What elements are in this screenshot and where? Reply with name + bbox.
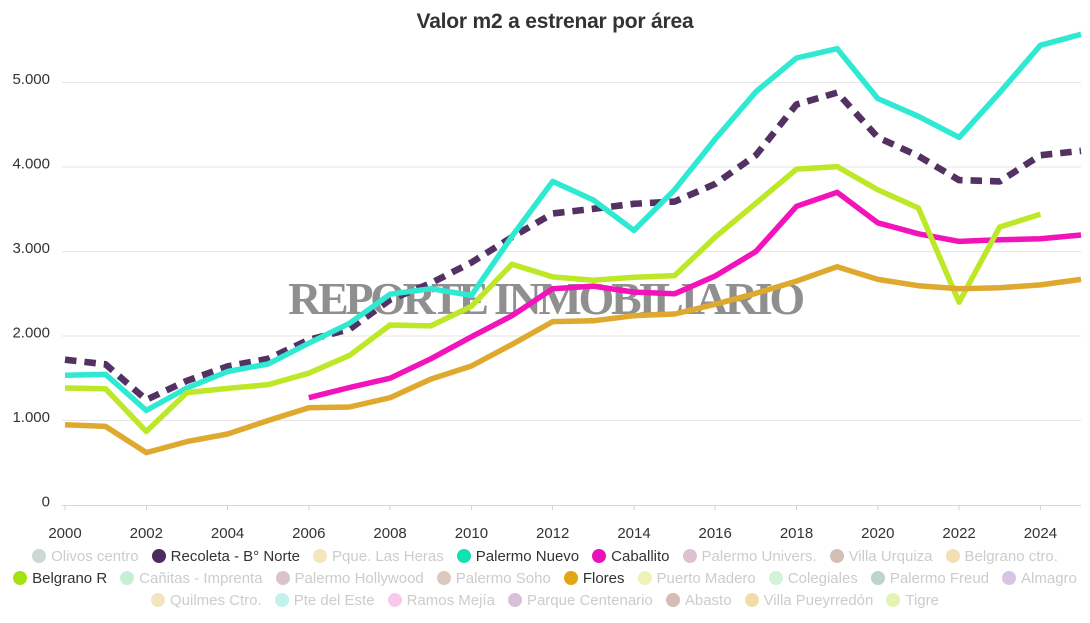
svg-text:0: 0 [42,494,50,511]
svg-text:2010: 2010 [455,525,488,542]
svg-text:2006: 2006 [292,525,325,542]
svg-text:2020: 2020 [861,525,894,542]
svg-text:1.000: 1.000 [12,409,50,426]
svg-text:REPORTE INMOBILIARIO: REPORTE INMOBILIARIO [288,273,803,324]
svg-text:2014: 2014 [617,525,650,542]
svg-text:5.000: 5.000 [12,71,50,88]
svg-text:2008: 2008 [373,525,406,542]
svg-text:2002: 2002 [130,525,163,542]
svg-text:2004: 2004 [211,525,244,542]
svg-text:4.000: 4.000 [12,156,50,173]
svg-text:2022: 2022 [942,525,975,542]
svg-text:2000: 2000 [48,525,81,542]
svg-text:2012: 2012 [536,525,569,542]
svg-text:2.000: 2.000 [12,325,50,342]
svg-text:2024: 2024 [1024,525,1057,542]
svg-text:3.000: 3.000 [12,240,50,257]
svg-text:2018: 2018 [780,525,813,542]
svg-text:2016: 2016 [699,525,732,542]
